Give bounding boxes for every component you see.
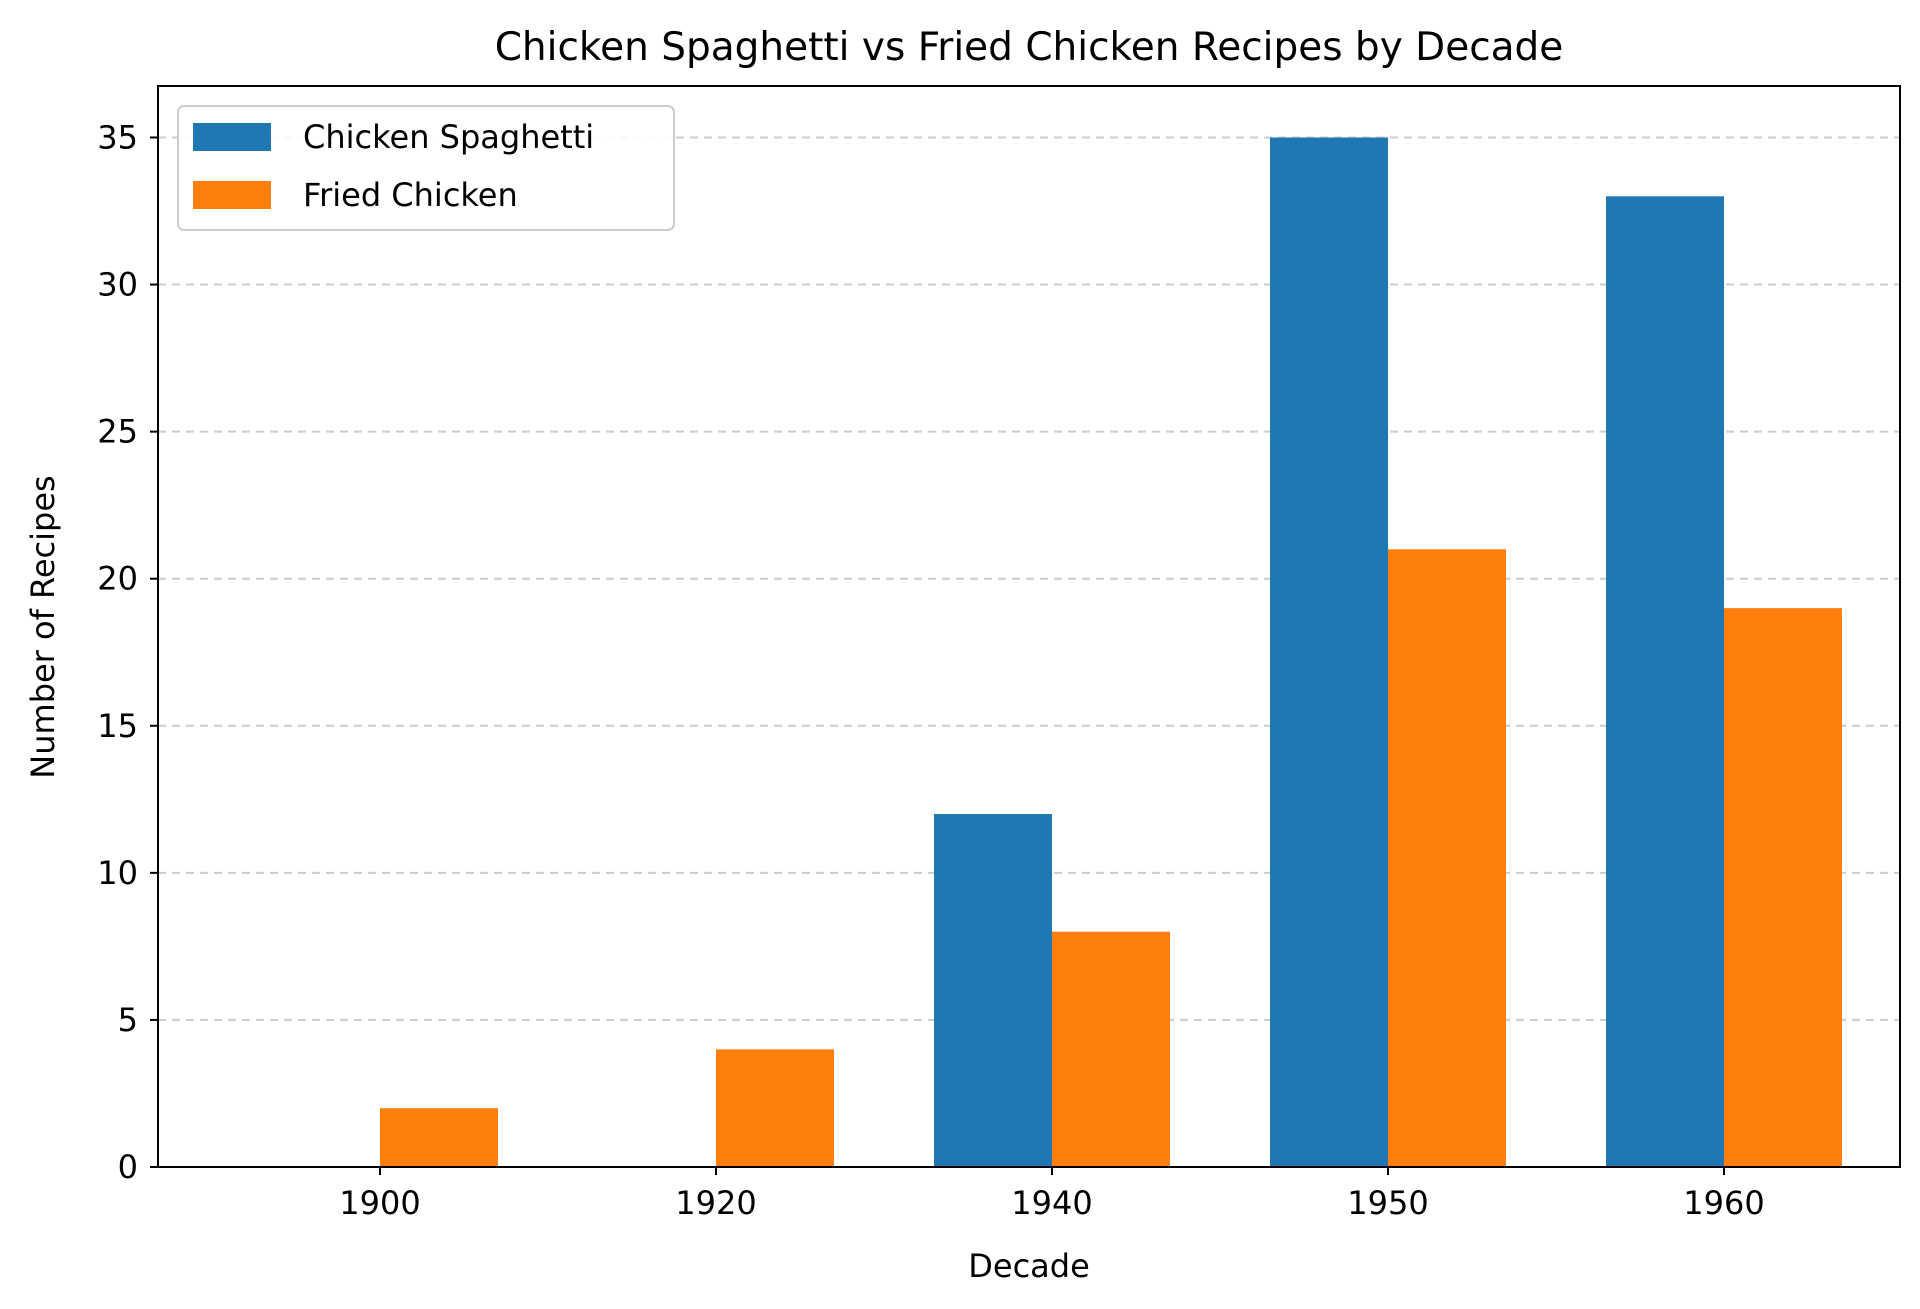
y-axis-label: Number of Recipes: [24, 475, 62, 778]
y-axis-ticks: 0 5 10 15 20 25 30 35: [97, 118, 158, 1186]
x-tick-label: 1950: [1347, 1184, 1428, 1222]
x-tick-label: 1920: [675, 1184, 756, 1222]
x-tick-label: 1940: [1011, 1184, 1092, 1222]
legend-swatch-chicken-spaghetti: [193, 123, 271, 151]
x-tick-label: 1960: [1683, 1184, 1764, 1222]
bar-fried-chicken-1900: [380, 1108, 498, 1167]
legend-label-chicken-spaghetti: Chicken Spaghetti: [303, 118, 594, 156]
plot-frame: [157, 85, 1901, 1168]
legend-box: [177, 105, 675, 231]
bar-chicken-spaghetti-1950: [1270, 137, 1388, 1167]
x-axis-label: Decade: [968, 1247, 1090, 1285]
y-tick-label: 30: [97, 266, 138, 304]
bar-fried-chicken-1960: [1724, 608, 1842, 1167]
bar-fried-chicken-1940: [1052, 931, 1170, 1167]
bar-chicken-spaghetti-1940: [934, 814, 1052, 1167]
y-tick-label: 10: [97, 854, 138, 892]
y-tick-label: 5: [118, 1001, 138, 1039]
bars: [380, 137, 1842, 1167]
bar-fried-chicken-1920: [716, 1049, 834, 1167]
y-tick-label: 25: [97, 413, 138, 451]
x-tick-label: 1900: [339, 1184, 420, 1222]
bar-chicken-spaghetti-1960: [1606, 196, 1724, 1167]
y-tick-label: 15: [97, 707, 138, 745]
y-tick-label: 0: [118, 1148, 138, 1186]
x-axis-ticks: 1900 1920 1940 1950 1960: [339, 1167, 1765, 1222]
bar-fried-chicken-1950: [1388, 549, 1506, 1167]
legend: Chicken Spaghetti Fried Chicken: [177, 105, 675, 231]
y-tick-label: 35: [97, 118, 138, 156]
legend-label-fried-chicken: Fried Chicken: [303, 176, 518, 214]
chart-title: Chicken Spaghetti vs Fried Chicken Recip…: [495, 25, 1564, 70]
legend-swatch-fried-chicken: [193, 181, 271, 209]
y-tick-label: 20: [97, 560, 138, 598]
